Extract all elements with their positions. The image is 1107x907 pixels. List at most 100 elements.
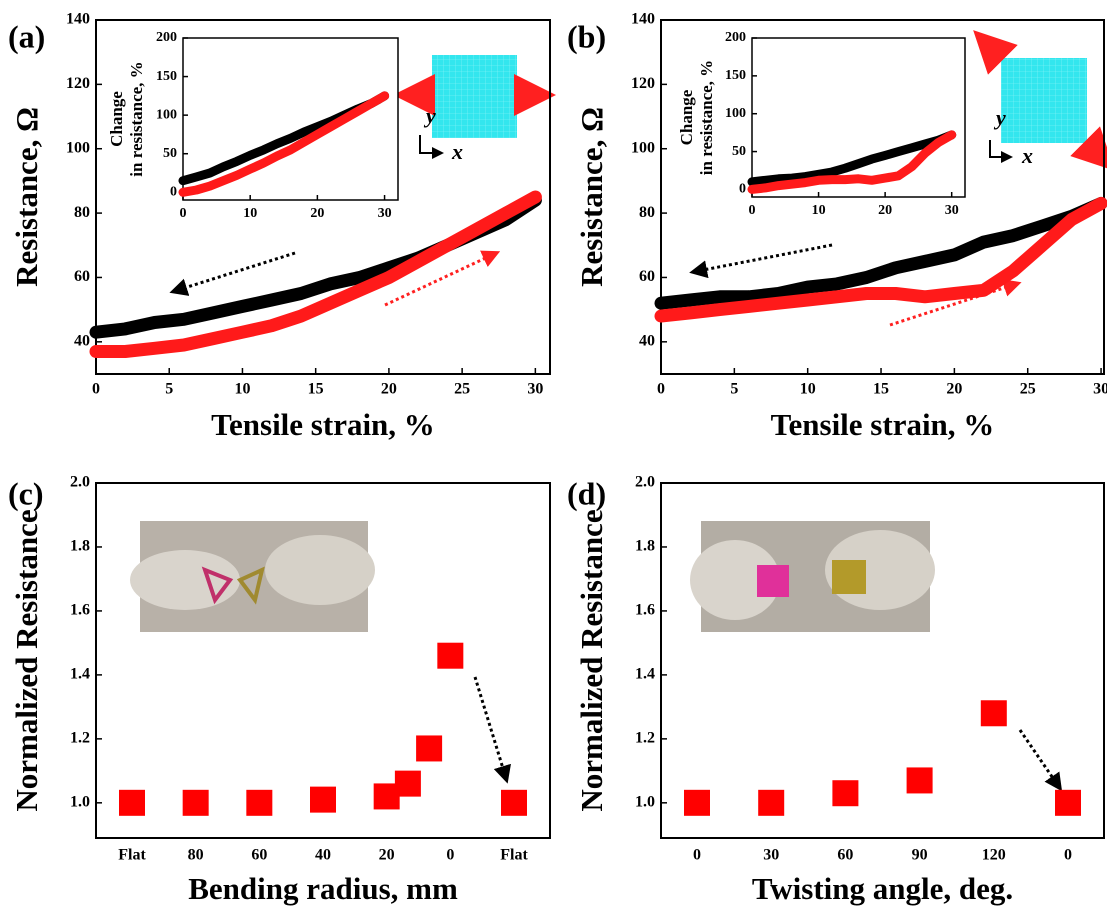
x-tick-label: 15 [308,381,324,398]
y-tick-label: 120 [631,75,655,92]
data-line [654,196,1107,310]
y-tick-label: 120 [66,75,90,92]
x-tick-label: 0 [180,206,187,221]
y-tick-label: 0 [739,182,746,197]
y-tick-label: 1.4 [70,666,90,683]
x-tick-label: 10 [234,381,250,398]
direction-arrow [169,251,296,296]
data-point [246,789,273,816]
stretch-arrow [1070,126,1107,171]
y-tick-label: 2.0 [635,474,655,491]
plot-frame [660,482,1105,839]
data-point [416,735,443,762]
data-point [182,789,209,816]
y-tick-label: 50 [732,144,746,159]
y-tick-label: 1.2 [635,730,655,747]
x-tick-label: Flat [500,847,528,864]
x-tick-label: 25 [454,381,470,398]
x-tick-label: 0 [693,847,701,864]
y-tick-label: 150 [725,68,746,83]
y-tick-label: 1.0 [70,793,90,810]
schematic-axis-label: y [423,103,436,128]
data-point [501,789,527,816]
data-line [654,196,1107,323]
y-tick-label: 50 [163,146,177,161]
data-point [684,789,710,816]
y-axis-label: Normalized Resistance [9,509,44,811]
x-tick-label: 30 [945,203,959,218]
y-axis-label: in resistance, % [697,60,716,175]
y-tick-label: 40 [74,332,90,349]
y-tick-label: 80 [639,204,655,221]
y-tick-label: 100 [725,106,746,121]
decorations [130,30,1107,792]
x-tick-label: 20 [310,206,324,221]
x-tick-label: 10 [812,203,826,218]
x-tick-label: 25 [1020,381,1036,398]
y-axis-label: Normalized Resistance [574,509,609,811]
y-tick-label: 100 [66,139,90,156]
y-tick-label: 1.6 [635,602,655,619]
data-point [1055,789,1081,816]
x-tick-label: 60 [251,847,267,864]
x-axis-label: Twisting angle, deg. [752,871,1013,906]
x-tick-label: 0 [446,847,454,864]
x-axis-label: Bending radius, mm [188,871,458,906]
y-tick-label: 80 [74,204,90,221]
y-tick-label: 1.8 [70,538,90,555]
data-point [980,700,1007,727]
data-line [747,130,957,194]
panel-label: (d) [567,475,606,511]
x-tick-label: Flat [118,847,146,864]
y-axis-label: in resistance, % [127,61,146,176]
y-tick-label: 1.0 [635,793,655,810]
y-tick-label: 1.8 [635,538,655,555]
x-tick-label: 10 [243,206,257,221]
x-tick-label: 0 [749,203,756,218]
data-point [119,789,145,816]
plot-frame [751,37,966,198]
panel-label: (a) [8,18,45,54]
y-tick-label: 1.2 [70,730,90,747]
y-tick-label: 140 [631,11,655,28]
x-tick-label: 30 [1093,381,1107,398]
x-tick-label: 40 [315,847,331,864]
x-tick-label: 0 [1064,847,1072,864]
schematic-axis-label: x [1021,143,1033,168]
sample-schematic [432,55,517,138]
y-tick-label: 40 [639,332,655,349]
y-axis-label: Resistance, Ω [574,107,609,287]
x-tick-label: 120 [982,847,1006,864]
y-tick-label: 150 [156,69,177,84]
y-tick-label: 2.0 [70,474,90,491]
data-point [758,789,785,816]
x-tick-label: 90 [912,847,928,864]
y-tick-label: 60 [639,268,655,285]
data-point [394,770,421,797]
data-point [906,767,933,794]
y-axis-label: Resistance, Ω [9,107,44,287]
x-tick-label: 30 [763,847,779,864]
stretch-arrow [973,30,1018,75]
x-axis-label: Tensile strain, % [211,407,435,442]
x-tick-label: 5 [165,381,173,398]
x-axis-label: Tensile strain, % [771,407,995,442]
direction-arrow [473,676,511,784]
y-tick-label: 60 [74,268,90,285]
plot-frame [95,482,551,839]
x-tick-label: 30 [378,206,392,221]
x-tick-label: 30 [527,381,543,398]
y-tick-label: 1.6 [70,602,90,619]
data-point [310,786,336,813]
direction-arrow [1018,729,1063,792]
y-tick-label: 1.4 [635,666,655,683]
axes-icon [419,135,444,159]
data-line [89,190,542,358]
direction-arrow [384,250,501,307]
x-tick-label: 20 [381,381,397,398]
data-point [437,642,464,669]
y-tick-label: 140 [66,11,90,28]
y-tick-label: 100 [631,139,655,156]
schematic-axis-label: y [993,105,1006,130]
